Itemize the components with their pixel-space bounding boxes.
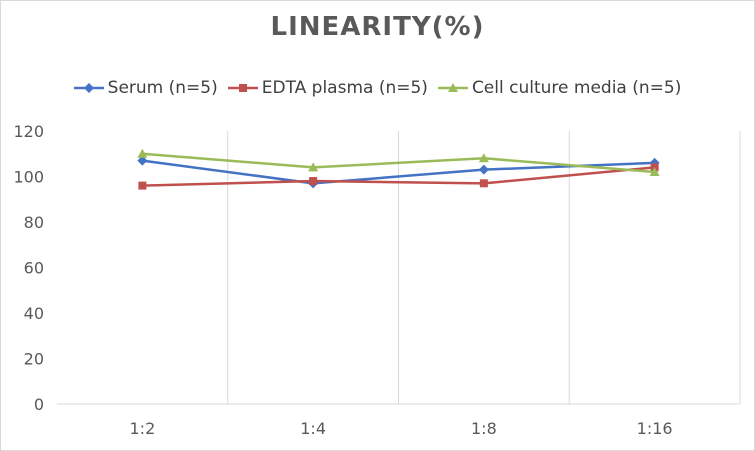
- y-tick-label: 40: [24, 304, 44, 323]
- legend-label-serum: Serum (n=5): [107, 78, 218, 98]
- chart-legend: Serum (n=5) EDTA plasma (n=5) Cell cultu…: [0, 78, 755, 98]
- x-tick-label: 1:4: [300, 419, 326, 438]
- data-point: [138, 181, 147, 190]
- data-point: [478, 153, 489, 163]
- y-tick-label: 80: [24, 213, 44, 232]
- data-point: [308, 162, 319, 172]
- data-point: [137, 155, 148, 166]
- legend-label-cell-culture-media: Cell culture media (n=5): [471, 78, 682, 98]
- legend-item-edta-plasma: EDTA plasma (n=5): [227, 78, 428, 98]
- x-tick-label: 1:16: [637, 419, 673, 438]
- legend-item-cell-culture-media: Cell culture media (n=5): [437, 78, 682, 98]
- y-tick-label: 100: [13, 168, 44, 187]
- y-tick-label: 0: [34, 395, 44, 414]
- series-line: [142, 152, 655, 174]
- y-tick-label: 20: [24, 350, 44, 369]
- x-tick-label: 1:8: [471, 419, 497, 438]
- data-point: [479, 179, 488, 188]
- legend-marker-cell-culture-media: [437, 83, 468, 92]
- y-tick-label: 120: [13, 122, 44, 141]
- y-tick-label: 60: [24, 259, 44, 278]
- data-point: [478, 164, 489, 175]
- series-line: [142, 166, 655, 187]
- data-point: [309, 177, 318, 186]
- data-point: [137, 148, 148, 158]
- legend-marker-edta-plasma: [227, 84, 258, 92]
- chart-title: LINEARITY(%): [270, 12, 485, 42]
- x-tick-label: 1:2: [130, 419, 156, 438]
- legend-marker-serum: [73, 83, 104, 93]
- legend-item-serum: Serum (n=5): [73, 78, 218, 98]
- data-point: [649, 166, 660, 176]
- legend-label-edta-plasma: EDTA plasma (n=5): [261, 78, 428, 98]
